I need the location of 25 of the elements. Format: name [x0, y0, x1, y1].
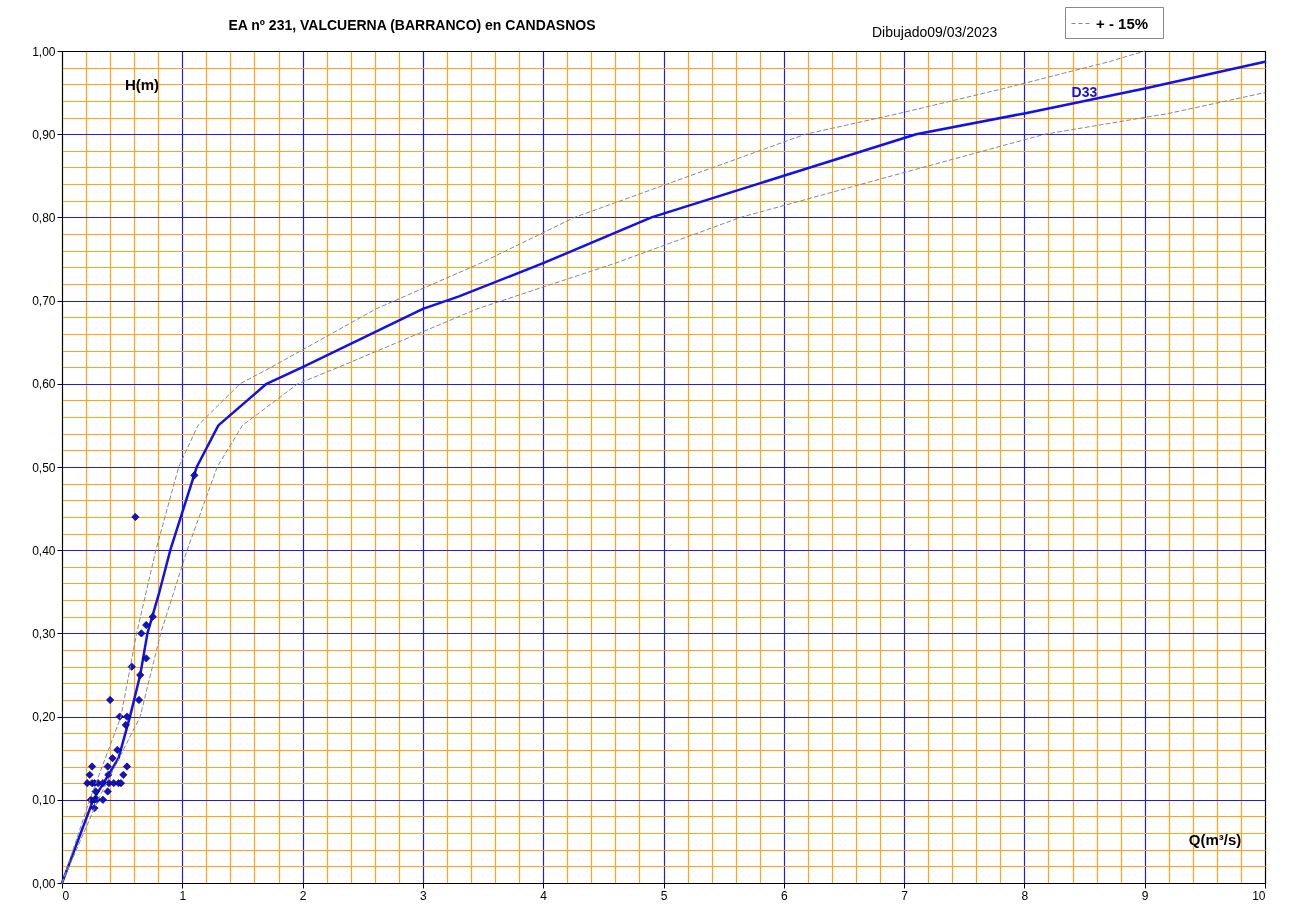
x-tick-label: 1 [179, 888, 187, 903]
y-tick-label: 0,20 [32, 710, 56, 725]
x-tick-label: 2 [299, 888, 307, 903]
y-tick-label: 1,00 [32, 44, 56, 59]
x-tick-label: 9 [1141, 888, 1149, 903]
y-tick-label: 0,60 [32, 377, 56, 392]
x-tick-label: 8 [1021, 888, 1029, 903]
x-tick-label: 4 [540, 888, 548, 903]
x-tick-label: 7 [901, 888, 909, 903]
y-tick-label: 0,10 [32, 793, 56, 808]
y-tick-label: 0,30 [32, 626, 56, 641]
x-tick-label: 5 [660, 888, 668, 903]
y-tick-label: 0,90 [32, 127, 56, 142]
chart-title: EA nº 231, VALCUERNA (BARRANCO) en CANDASNOS [228, 17, 596, 33]
x-tick-label: 0 [62, 888, 70, 903]
y-tick-label: 0,00 [32, 876, 56, 891]
text: Dibujado09/03/2023 [872, 24, 998, 40]
x-tick-label: 3 [420, 888, 428, 903]
y-tick-label: 0,70 [32, 294, 56, 309]
legend-label: + - 15% [1096, 14, 1149, 32]
y-tick-label: 0,50 [32, 460, 56, 475]
y-tick-label: 0,80 [32, 210, 56, 225]
x-tick-label: 10 [1252, 888, 1266, 903]
y-tick-label: 0,40 [32, 543, 56, 558]
x-tick-label: 6 [780, 888, 788, 903]
